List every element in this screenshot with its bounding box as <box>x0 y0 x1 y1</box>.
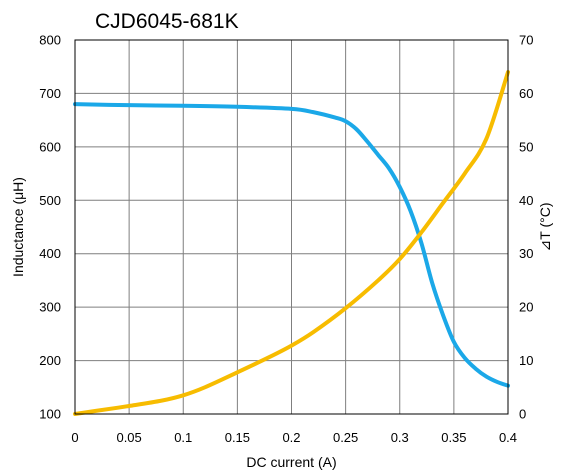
x-tick-label: 0.1 <box>174 430 192 445</box>
chart-title: CJD6045-681K <box>95 10 239 33</box>
inductance-line <box>73 102 510 388</box>
y-right-tick-label: 10 <box>519 353 533 368</box>
x-tick-label: 0.2 <box>282 430 300 445</box>
y-right-tick-label: 20 <box>519 300 533 315</box>
y-right-tick-label: 0 <box>519 407 526 422</box>
y-right-tick-label: 60 <box>519 86 533 101</box>
x-tick-label: 0.3 <box>391 430 409 445</box>
x-tick-label: 0.05 <box>116 430 141 445</box>
y-right-tick-label: 40 <box>519 193 533 208</box>
y-right-tick-label: 70 <box>519 33 533 48</box>
y-left-tick-label: 700 <box>39 86 61 101</box>
y-gridlines <box>75 92 508 362</box>
y-right-axis-label: ⊿T (°C) <box>537 203 553 252</box>
y-right-tick-labels: 0 10 20 30 40 50 60 70 <box>519 33 533 422</box>
y-left-tick-label: 500 <box>39 193 61 208</box>
y-right-tick-label: 30 <box>519 246 533 261</box>
y-left-tick-label: 200 <box>39 353 61 368</box>
y-left-tick-label: 400 <box>39 246 61 261</box>
series-layer <box>73 70 510 416</box>
y-left-tick-label: 600 <box>39 139 61 154</box>
x-tick-label: 0.35 <box>441 430 466 445</box>
x-tick-label: 0.4 <box>499 430 517 445</box>
x-gridlines <box>128 40 455 414</box>
x-tick-label: 0 <box>71 430 78 445</box>
temperature-rise-line <box>73 70 510 416</box>
y-left-tick-label: 300 <box>39 300 61 315</box>
x-axis-label: DC current (A) <box>246 454 336 470</box>
plot-frame <box>74 39 509 415</box>
x-tick-label: 0.15 <box>225 430 250 445</box>
x-tick-labels: 0 0.05 0.1 0.15 0.2 0.25 0.3 0.35 0.4 <box>71 430 517 445</box>
x-tick-label: 0.25 <box>333 430 358 445</box>
y-left-tick-label: 800 <box>39 33 61 48</box>
y-left-tick-label: 100 <box>39 407 61 422</box>
y-left-axis-label: Inductance (μH) <box>10 177 26 277</box>
y-right-tick-label: 50 <box>519 139 533 154</box>
y-left-tick-labels: 100 200 300 400 500 600 700 800 <box>39 33 61 422</box>
